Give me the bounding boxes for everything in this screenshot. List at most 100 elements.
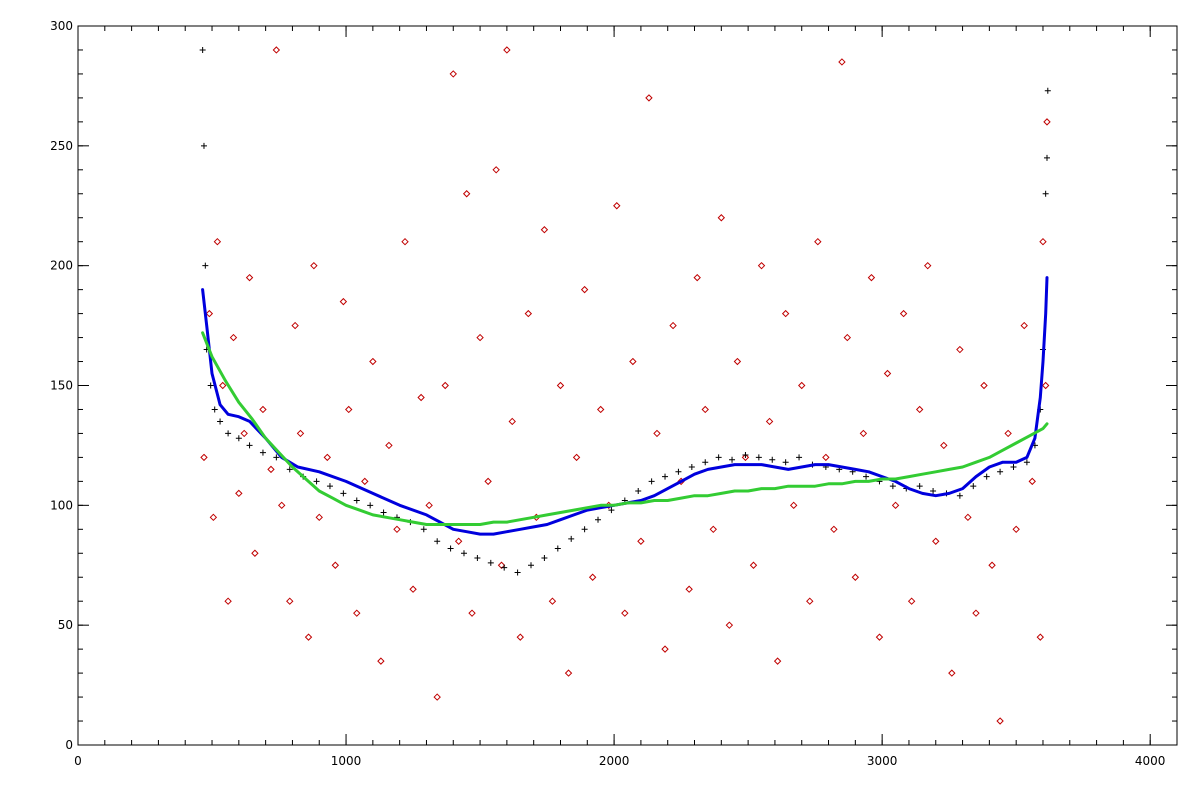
plus-point [581, 526, 588, 533]
diamond-point [621, 609, 629, 617]
plus-point [313, 478, 320, 485]
plus-point [225, 430, 232, 437]
diamond-point [1012, 525, 1020, 534]
plus-point [1010, 463, 1017, 470]
diamond-point [540, 226, 549, 234]
x-tick-label: 1000 [331, 754, 362, 768]
diamond-point [278, 501, 286, 510]
diamond-point [693, 273, 701, 282]
diamond-point [323, 453, 331, 462]
plot-frame [77, 25, 1178, 746]
diamond-point [851, 573, 860, 581]
diamond-point [580, 285, 589, 294]
plus-point [702, 459, 709, 466]
diamond-point [806, 597, 814, 605]
diamond-point [369, 357, 377, 366]
plus-point [420, 526, 427, 533]
diamond-point [709, 525, 717, 534]
diamond-point [245, 273, 254, 282]
diamond-point [361, 477, 369, 486]
plus-point [211, 406, 218, 413]
x-tick-label: 0 [74, 754, 82, 768]
plus-point [595, 516, 602, 523]
diamond-point [741, 453, 750, 462]
plus-point [755, 454, 762, 461]
plus-point [259, 449, 266, 456]
diamond-point [572, 453, 581, 462]
plus-point [675, 468, 682, 475]
y-tick-label: 150 [50, 379, 73, 393]
diamond-point [972, 609, 980, 617]
y-tick-label: 300 [50, 19, 73, 33]
diamond-point [980, 381, 988, 390]
plus-point [380, 509, 387, 516]
plus-point [207, 382, 214, 389]
plus-point [487, 559, 494, 566]
plus-point [729, 456, 736, 463]
diamond-point [454, 537, 463, 545]
diamond-point [385, 441, 393, 450]
plus-point [956, 492, 963, 499]
y-tick-label: 0 [65, 738, 73, 752]
diamond-point [229, 333, 238, 342]
diamond-point [814, 237, 822, 246]
plus-point [769, 456, 776, 463]
plus-point [202, 262, 209, 269]
blue-fit-line [201, 276, 1049, 536]
plus-point [554, 545, 561, 552]
diamond-point [964, 513, 972, 522]
diamond-point [503, 46, 511, 54]
y-tick-label: 50 [58, 618, 73, 632]
plus-point [326, 483, 333, 490]
plus-point [916, 483, 923, 490]
plus-point [541, 555, 548, 562]
diamond-point [315, 513, 323, 522]
diamond-point [468, 609, 476, 617]
diamond-point [476, 333, 484, 342]
plus-point [662, 473, 669, 480]
diamond-point [462, 190, 471, 198]
plus-point [930, 487, 937, 494]
plus-point [460, 550, 467, 557]
plus-point [286, 466, 293, 473]
plus-point [1044, 87, 1051, 94]
diamond-point [259, 405, 267, 414]
diamond-point [425, 501, 433, 510]
diamond-point [899, 309, 908, 318]
diamond-point [859, 429, 868, 438]
plus-point [1042, 190, 1049, 197]
diamond-point [310, 261, 318, 270]
diamond-point [838, 58, 846, 66]
diamond-point [339, 297, 348, 306]
diamond-point [661, 645, 669, 653]
diamond-point [637, 537, 645, 545]
diamond-point [645, 94, 653, 102]
diamond-point [996, 717, 1004, 725]
diamond-point [781, 309, 790, 318]
diamond-point [251, 549, 259, 557]
plus-point [608, 507, 615, 514]
plus-point [353, 497, 360, 504]
plus-point [273, 454, 280, 461]
y-tick-label: 250 [50, 139, 73, 153]
diamond-point [843, 333, 852, 342]
diamond-point [1036, 633, 1045, 641]
plus-point [568, 535, 575, 542]
plus-point [235, 435, 242, 442]
x-tick-label: 2000 [599, 754, 630, 768]
plus-point [983, 473, 990, 480]
diamond-point [717, 214, 726, 222]
diamond-point [798, 381, 806, 390]
diamond-point [588, 573, 597, 581]
y-tick-label: 200 [50, 259, 73, 273]
diamond-point [548, 597, 557, 605]
diamond-point [497, 561, 506, 569]
diamond-point [267, 465, 275, 474]
diamond-point [209, 513, 218, 522]
diamond-point [286, 597, 294, 605]
diamond-point [508, 417, 516, 426]
diamond-point [596, 405, 605, 414]
diamond-point [433, 693, 441, 701]
